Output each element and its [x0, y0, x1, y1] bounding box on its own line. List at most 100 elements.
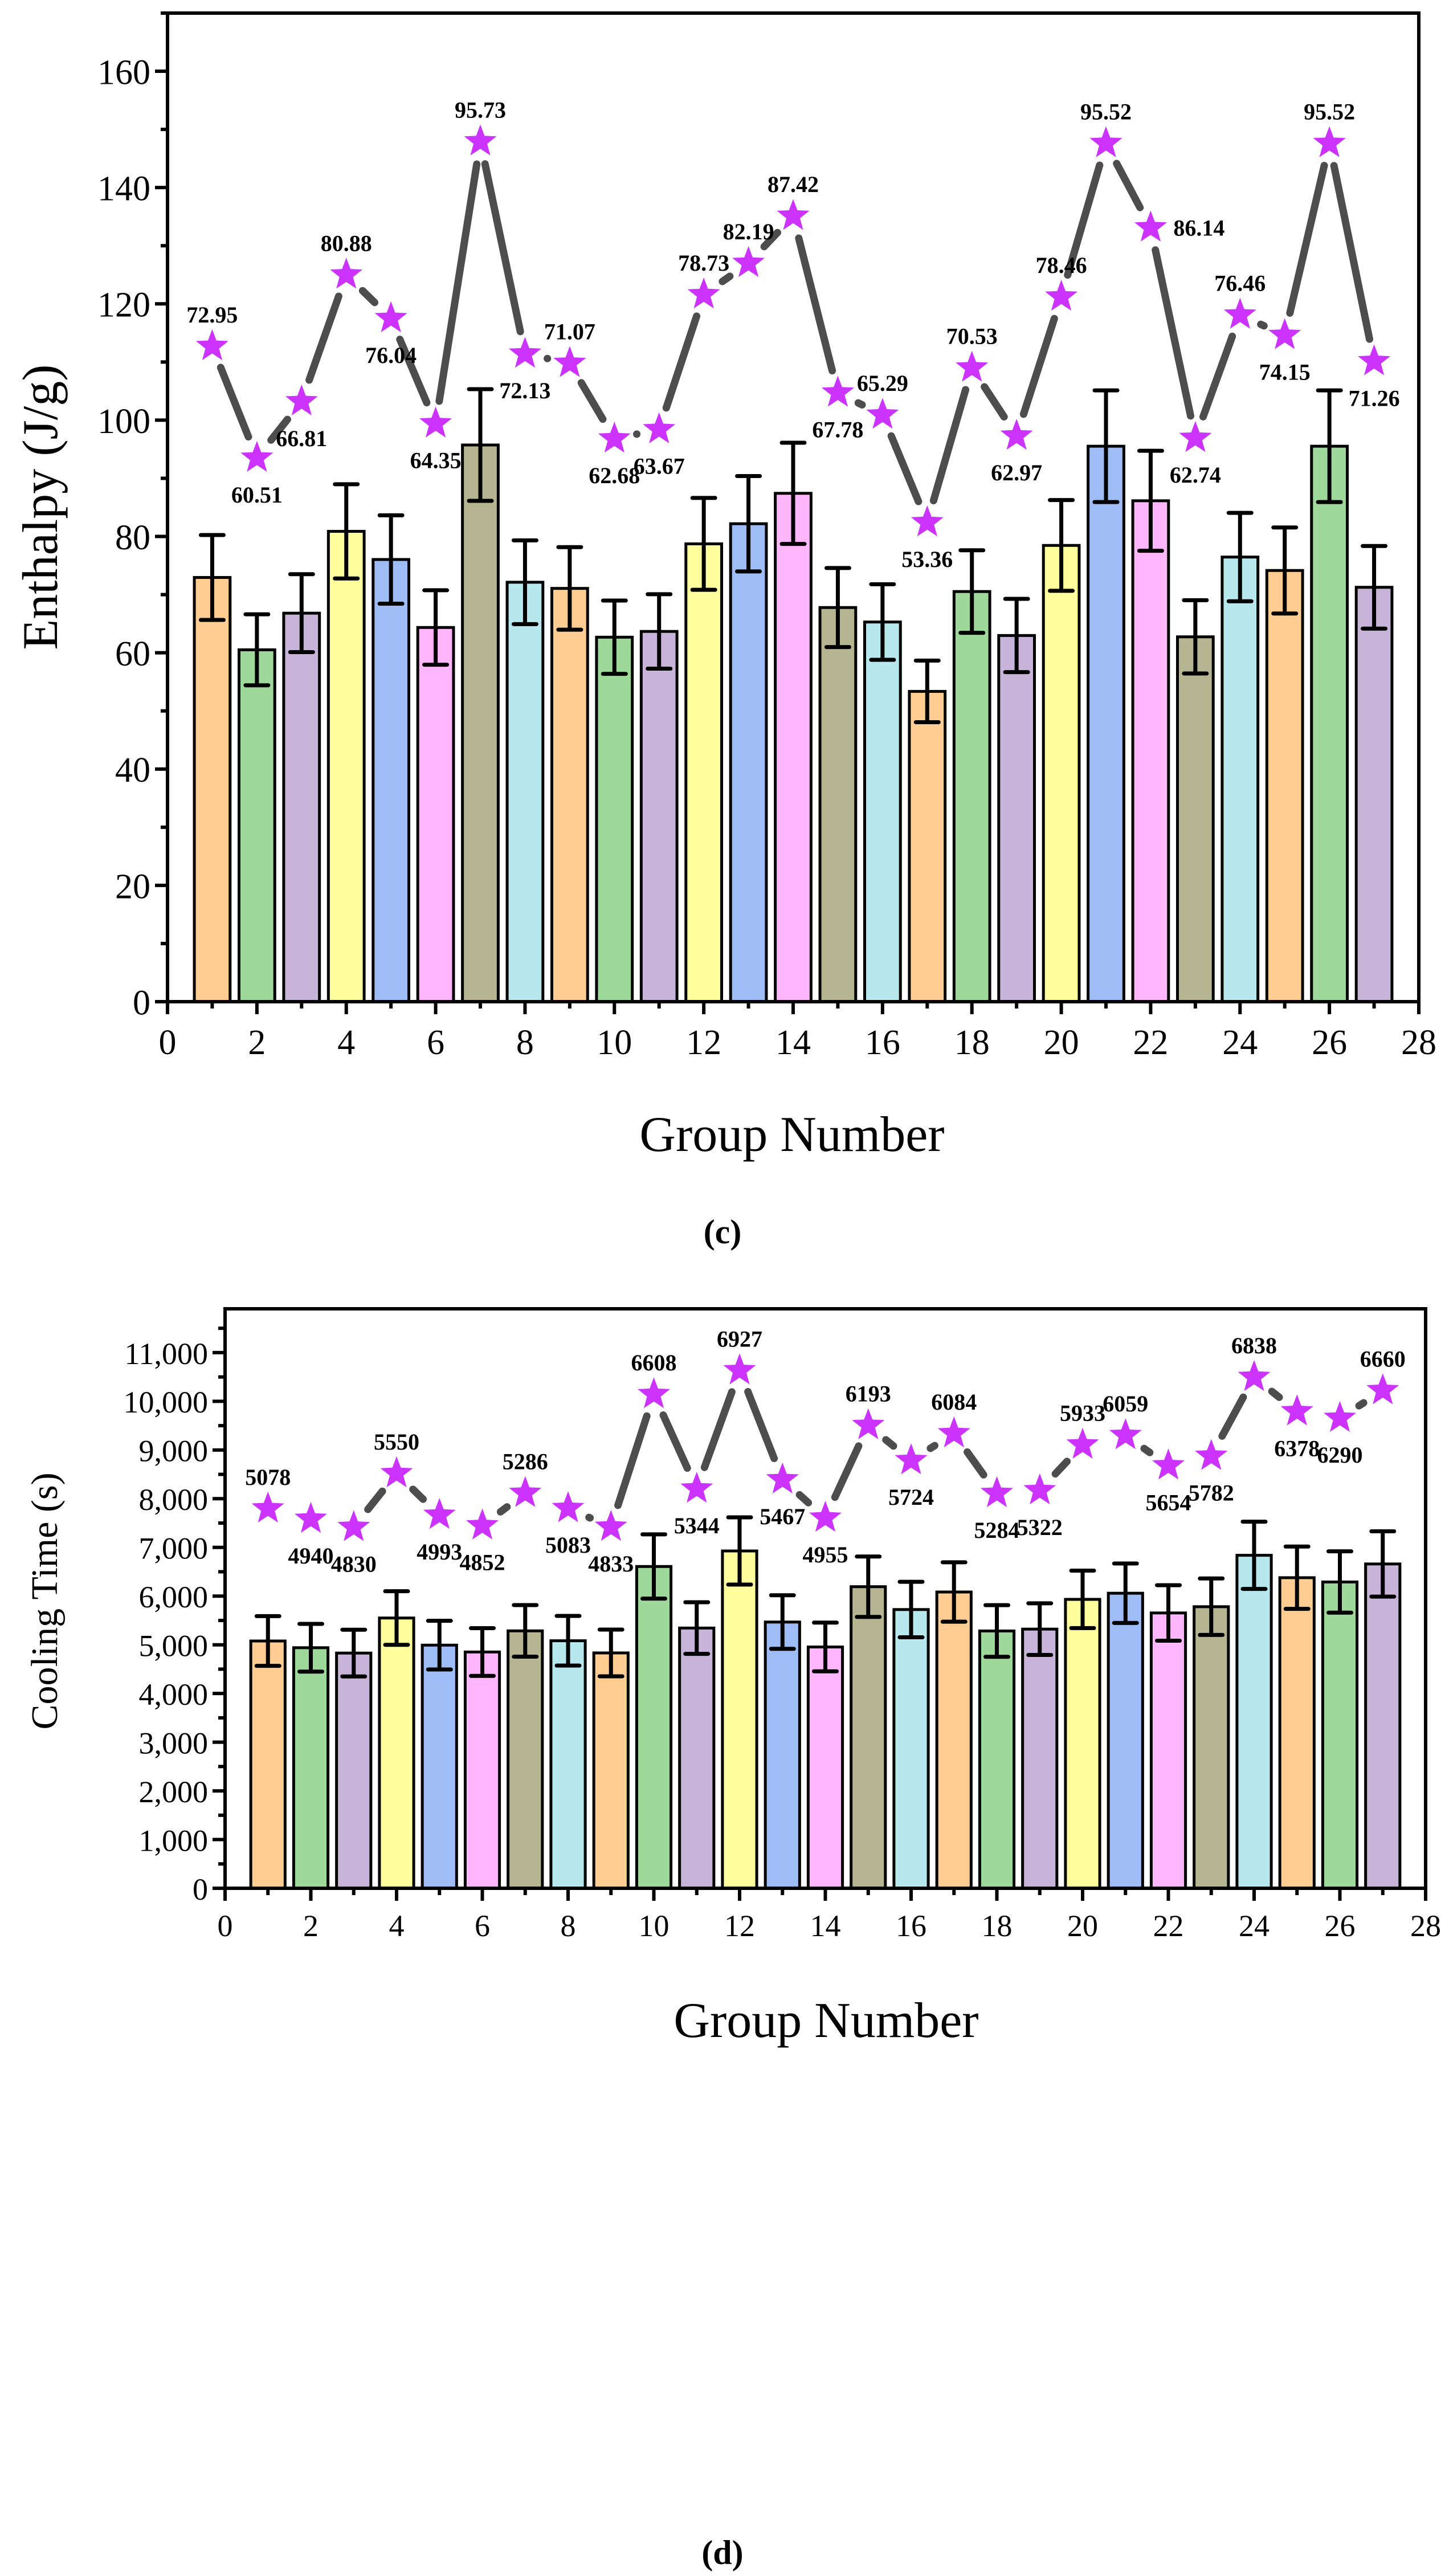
star-marker [464, 124, 497, 156]
data-label: 5724 [888, 1484, 934, 1510]
data-label: 62.74 [1170, 462, 1221, 488]
data-label: 70.53 [946, 324, 998, 349]
star-marker [552, 1491, 585, 1522]
star-marker [508, 337, 541, 368]
bar [1021, 1627, 1059, 1890]
x-tick-label: 24 [1222, 1023, 1258, 1062]
y-tick-label: 6,000 [139, 1580, 209, 1614]
y-tick-label: 8,000 [139, 1483, 209, 1517]
data-label: 5654 [1146, 1489, 1191, 1515]
star-marker [956, 350, 989, 382]
x-tick-label: 6 [475, 1909, 490, 1943]
ylabel-d: Cooling Time (s) [24, 1472, 66, 1729]
line-segment [1218, 1393, 1247, 1440]
bar [1278, 1576, 1316, 1890]
bar [863, 620, 902, 1003]
data-label: 74.15 [1259, 359, 1311, 385]
star-marker [777, 199, 810, 230]
star-marker [1195, 1439, 1228, 1470]
line-segment [700, 1388, 736, 1471]
bar [678, 1626, 716, 1890]
line-segment [614, 1412, 651, 1509]
bar [282, 611, 321, 1003]
line-segment [964, 1448, 987, 1479]
y-tick-label: 40 [115, 751, 150, 790]
bar [505, 581, 545, 1003]
star-marker [1023, 1473, 1056, 1505]
bar [978, 1629, 1016, 1890]
error-bar [1369, 1529, 1397, 1599]
error-bar [1283, 1544, 1311, 1611]
line-segment [795, 1491, 813, 1507]
bar [1221, 556, 1260, 1003]
error-bar [333, 482, 360, 581]
bar [550, 587, 589, 1003]
bar [237, 648, 276, 1003]
error-bar [597, 1627, 624, 1679]
error-bar [940, 1560, 968, 1624]
data-label: 5467 [760, 1504, 805, 1529]
star-marker [809, 1501, 842, 1532]
line-segment [1268, 1387, 1283, 1401]
data-label: 5782 [1189, 1480, 1234, 1506]
bar [463, 1650, 501, 1890]
data-label: 6378 [1274, 1435, 1320, 1461]
error-bar [556, 545, 583, 632]
line-segment [481, 160, 524, 336]
star-marker [1134, 210, 1167, 242]
error-bar [1182, 598, 1209, 676]
error-bar [1226, 511, 1254, 603]
line-segment [929, 386, 970, 505]
line-segment [396, 336, 431, 407]
x-tick-label: 20 [1067, 1909, 1098, 1943]
panel-label-d: (d) [701, 2534, 743, 2571]
bar [292, 1646, 330, 1890]
bar [635, 1565, 673, 1890]
y-tick-label: 11,000 [125, 1337, 209, 1371]
panel-label-c: (c) [704, 1213, 742, 1251]
error-bar [824, 566, 851, 650]
bar [549, 1639, 587, 1890]
star-marker [251, 1491, 284, 1523]
star-marker [1280, 1394, 1313, 1426]
error-bar [340, 1627, 368, 1679]
error-bar [1361, 544, 1388, 631]
bar [1087, 444, 1125, 1003]
error-bar [422, 588, 450, 667]
x-tick-label: 16 [896, 1909, 926, 1943]
error-bar [983, 1603, 1010, 1659]
x-tick-label: 8 [516, 1023, 534, 1062]
star-marker [295, 1501, 327, 1533]
y-tick-label: 1,000 [139, 1823, 209, 1858]
error-bar [812, 1620, 839, 1673]
star-marker [723, 1353, 756, 1385]
bar [1364, 1562, 1402, 1890]
line-segment [760, 228, 781, 251]
star-marker [594, 1510, 627, 1541]
y-tick-label: 2,000 [139, 1775, 209, 1809]
x-tick-label: 2 [303, 1909, 319, 1943]
line-segment [882, 1436, 897, 1450]
error-bar [1316, 388, 1343, 504]
star-marker [1179, 421, 1212, 452]
ylabel-c: Enthalpy (J/g) [13, 364, 68, 650]
star-marker [374, 301, 407, 333]
error-bar [726, 1515, 753, 1587]
line-segment [267, 415, 291, 444]
error-bar [1240, 1520, 1268, 1591]
x-tick-label: 2 [248, 1023, 266, 1062]
error-bar [779, 440, 807, 546]
bar [774, 492, 813, 1003]
bar [639, 630, 679, 1003]
star-marker [1268, 318, 1301, 349]
bar [335, 1651, 373, 1890]
line-segment [1199, 332, 1236, 421]
error-bar [1026, 1601, 1054, 1657]
data-label: 6059 [1103, 1391, 1148, 1416]
data-label: 4993 [417, 1539, 462, 1565]
x-tick-label: 12 [686, 1023, 721, 1062]
error-bar [1112, 1561, 1139, 1625]
star-marker [643, 412, 676, 443]
data-label: 5078 [245, 1464, 291, 1490]
bar [326, 530, 366, 1003]
